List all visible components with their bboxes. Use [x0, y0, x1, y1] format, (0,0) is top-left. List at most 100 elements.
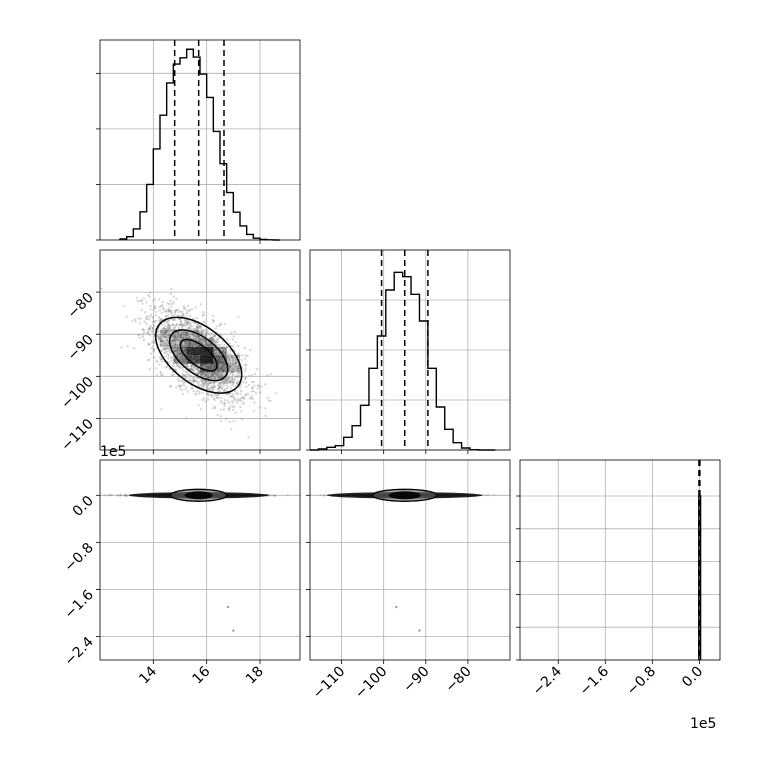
scatter-point	[194, 322, 197, 325]
scatter-point	[197, 369, 200, 372]
scatter-point	[188, 344, 191, 347]
scatter-point	[195, 329, 198, 332]
scatter-point	[193, 366, 196, 369]
scatter-point	[204, 340, 207, 343]
scatter-point	[149, 327, 152, 330]
scatter-point	[157, 315, 160, 319]
scatter-point	[197, 326, 200, 329]
scatter-point	[188, 335, 191, 338]
scatter-point	[160, 338, 163, 341]
scatter-point	[220, 396, 223, 400]
scatter-point	[186, 311, 189, 314]
scatter-point	[191, 379, 194, 382]
density-cell	[186, 338, 200, 347]
scatter-point	[190, 333, 193, 336]
scatter-point	[221, 346, 224, 349]
scatter-point	[219, 367, 222, 370]
scatter-point	[219, 390, 222, 393]
scatter-point	[180, 352, 183, 355]
scatter-point	[213, 371, 216, 374]
scatter-point	[223, 367, 226, 370]
scatter-point	[180, 344, 183, 347]
y-tick-label-param3: −1.6	[61, 587, 96, 622]
scatter-point	[173, 336, 176, 339]
scatter-point	[137, 317, 140, 320]
scatter-point	[160, 328, 163, 331]
scatter-point	[177, 354, 180, 357]
scatter-point	[199, 345, 202, 348]
scatter-point	[198, 326, 201, 330]
scatter-point	[145, 317, 149, 320]
density-cell	[200, 338, 214, 347]
scatter-point	[226, 399, 229, 402]
scatter-point	[172, 339, 175, 342]
scatter-point	[183, 362, 186, 366]
scatter-point	[229, 381, 232, 384]
scatter-point	[173, 360, 177, 363]
scatter-point	[181, 373, 184, 376]
scatter-point	[199, 325, 202, 328]
scatter-point	[173, 328, 176, 332]
scatter-point	[182, 349, 185, 352]
scatter-point	[181, 332, 184, 335]
scatter-point	[207, 374, 210, 377]
scatter-point	[184, 342, 187, 345]
scatter-point	[228, 357, 231, 360]
scatter-point	[160, 332, 163, 336]
scatter-point	[220, 375, 223, 378]
scatter-point	[222, 363, 225, 366]
scatter-point	[256, 387, 259, 390]
scatter-point	[231, 367, 234, 370]
scatter-point	[210, 344, 213, 347]
scatter-point	[200, 364, 204, 367]
scatter-point	[183, 349, 186, 352]
scatter-point	[148, 318, 151, 321]
scatter-point	[257, 385, 260, 388]
scatter-point	[147, 343, 150, 346]
scatter-point	[249, 349, 252, 352]
scatter-point	[202, 363, 205, 366]
scatter-point	[247, 374, 250, 377]
scatter-point	[192, 334, 195, 337]
scatter-point	[172, 358, 175, 361]
scatter-point	[206, 365, 209, 368]
scatter-point	[175, 335, 178, 338]
scatter-point	[184, 333, 187, 336]
scatter-point	[164, 331, 167, 335]
scatter-point	[178, 318, 181, 321]
scatter-point	[186, 336, 189, 339]
scatter-point	[165, 344, 168, 348]
scatter-point	[175, 349, 178, 352]
scatter-point	[274, 494, 277, 497]
scatter-point	[211, 365, 214, 368]
scatter-point	[219, 383, 222, 386]
scatter-point	[319, 494, 322, 497]
x-tick-label-param2: −100	[352, 664, 391, 703]
scatter-point	[189, 368, 192, 371]
scatter-point	[183, 307, 186, 310]
scatter-point	[236, 354, 239, 357]
scatter-point	[176, 355, 179, 358]
axes-frame	[99, 249, 301, 451]
scatter-point	[202, 386, 205, 389]
scatter-point	[219, 400, 223, 403]
scatter-point	[196, 323, 199, 326]
scatter-point	[238, 386, 241, 389]
scatter-point	[145, 317, 148, 320]
scatter-point	[227, 407, 230, 410]
scatter-point	[139, 317, 142, 320]
scatter-point	[231, 363, 234, 367]
scatter-point	[161, 357, 164, 361]
scatter-point	[211, 338, 214, 341]
density-cell	[186, 355, 200, 364]
scatter-point	[237, 365, 240, 368]
scatter-point	[168, 326, 171, 329]
scatter-point	[235, 401, 238, 404]
scatter-point	[222, 381, 225, 384]
scatter-point	[194, 329, 197, 332]
scatter-point	[175, 349, 178, 352]
scatter-point	[222, 369, 225, 372]
scatter-point	[162, 327, 165, 330]
scatter-point	[218, 382, 221, 385]
scatter-point	[168, 325, 171, 328]
